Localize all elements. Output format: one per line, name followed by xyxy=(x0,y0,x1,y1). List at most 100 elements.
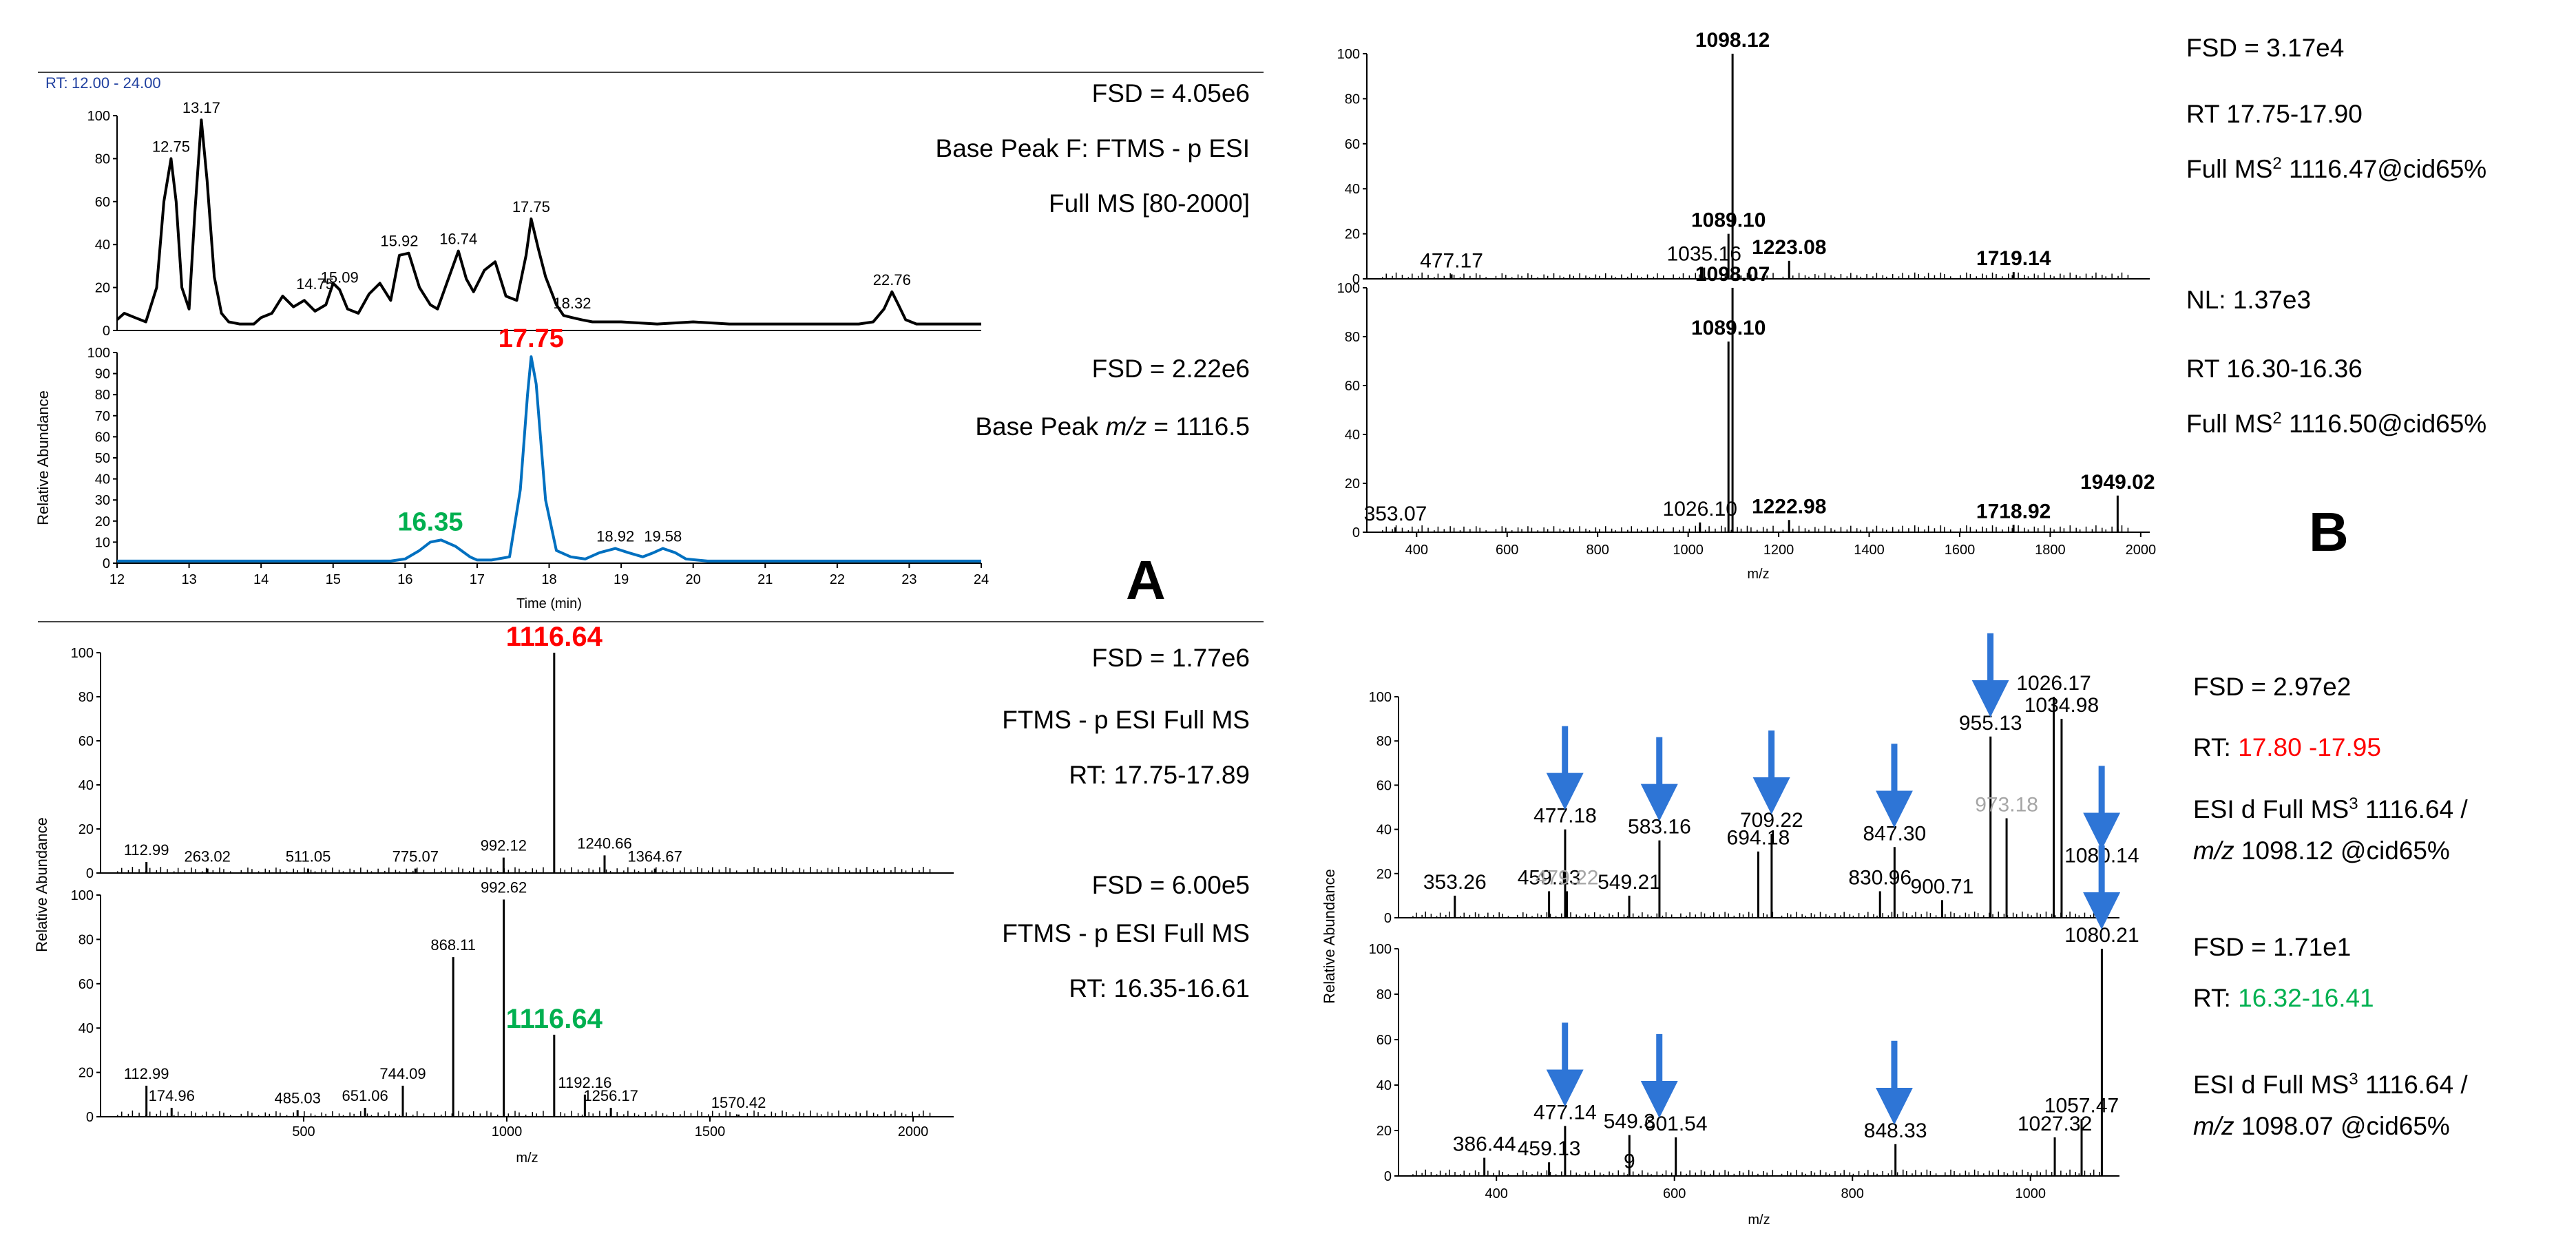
peak-label: 353.26 xyxy=(1423,871,1487,894)
peak-label: 15.92 xyxy=(380,233,418,250)
peak-label: 744.09 xyxy=(379,1065,426,1082)
x-tick-label: 21 xyxy=(757,572,773,587)
y-tick-label: 50 xyxy=(95,451,110,466)
info-text-part: m/z xyxy=(2193,837,2234,865)
y-tick-label: 20 xyxy=(78,1066,94,1081)
info-text-part: 1098.07 @cid65% xyxy=(2234,1112,2450,1140)
info-text: FSD = 3.17e4 xyxy=(2186,34,2344,62)
y-tick-label: 0 xyxy=(103,324,110,339)
peak-label: 1027.32 xyxy=(2018,1113,2092,1135)
y-tick-label: 20 xyxy=(1345,476,1360,492)
y-tick-label: 40 xyxy=(95,472,110,487)
peak-label: 1089.10 xyxy=(1691,209,1766,232)
y-tick-label: 80 xyxy=(95,151,110,167)
x-tick-label: 800 xyxy=(1586,543,1609,558)
peak-label: 694.18 xyxy=(1727,827,1790,850)
x-tick-label: 800 xyxy=(1841,1186,1864,1201)
peak-label: 1080.21 xyxy=(2064,924,2139,947)
info-text: Base Peak F: FTMS - p ESI xyxy=(936,134,1250,162)
info-text: FSD = 2.22e6 xyxy=(1092,355,1250,383)
y-tick-label: 0 xyxy=(1352,272,1360,287)
y-tick-label: 100 xyxy=(71,888,94,903)
peak-label: 511.05 xyxy=(286,848,331,865)
peak-label: 19.58 xyxy=(644,528,682,545)
rt-header-label: RT: xyxy=(45,74,68,92)
x-tick-label: 500 xyxy=(292,1124,315,1139)
peak-label: 15.09 xyxy=(321,269,359,286)
y-tick-label: 0 xyxy=(103,556,110,571)
x-tick-label: 23 xyxy=(901,572,917,587)
peak-label: 386.44 xyxy=(1453,1133,1516,1156)
peak-label: 112.99 xyxy=(124,1065,169,1082)
y-tick-label: 40 xyxy=(1345,182,1360,197)
y-tick-label: 80 xyxy=(1376,734,1392,749)
x-tick-label: 400 xyxy=(1405,543,1428,558)
y-tick-label: 80 xyxy=(78,690,94,705)
peak-label: 1035.16 xyxy=(1667,243,1741,266)
info-text-part: m/z xyxy=(2193,1112,2234,1140)
x-tick-label: 13 xyxy=(181,572,196,587)
info-text: FSD = 2.97e2 xyxy=(2193,673,2351,701)
chart-a4: 0 20 40 60 80 100 500 1000 1500 2000 m/z Relative A… xyxy=(33,817,1250,1166)
x-tick-label: 1000 xyxy=(492,1124,523,1139)
rt-header-value: 12.00 - 24.00 xyxy=(72,74,161,92)
peak-label: 263.02 xyxy=(185,848,231,865)
x-tick-label: 1800 xyxy=(2035,543,2066,558)
peak-label: 459.13 xyxy=(1518,866,1581,889)
x-tick-label: 2000 xyxy=(898,1124,929,1139)
x-tick-label: 600 xyxy=(1663,1186,1686,1201)
info-text-part: RT: xyxy=(2193,984,2238,1012)
x-axis-label: Time (min) xyxy=(516,596,582,611)
y-tick-label: 20 xyxy=(1345,227,1360,242)
x-axis-label: m/z xyxy=(1747,567,1769,582)
peak-label: 583.16 xyxy=(1628,816,1691,839)
info-text: RT 17.75-17.90 xyxy=(2186,100,2363,128)
peak-label: 1570.42 xyxy=(711,1094,766,1111)
info-text-part: = 1116.5 xyxy=(1146,412,1250,441)
peak-label: 22.76 xyxy=(873,271,911,288)
info-text: m/z 1098.12 @cid65% xyxy=(2193,837,2450,865)
info-text: m/z 1098.07 @cid65% xyxy=(2193,1112,2450,1140)
info-text: ESI d Full MS3 1116.64 / xyxy=(2193,1070,2468,1100)
x-axis-label: m/z xyxy=(516,1150,538,1166)
y-tick-label: 100 xyxy=(71,646,94,661)
peak-label: 973.18 xyxy=(1975,794,2038,817)
peak-label: 1222.98 xyxy=(1752,495,1826,518)
info-text-part: 1098.12 @cid65% xyxy=(2234,837,2450,865)
info-text-part: Full MS xyxy=(2186,410,2272,438)
peak-label: 1364.67 xyxy=(627,848,682,865)
info-text-part: 2 xyxy=(2272,409,2281,428)
y-tick-label: 60 xyxy=(1345,137,1360,152)
peak-label: 848.33 xyxy=(1864,1119,1927,1142)
y-tick-label: 100 xyxy=(87,109,110,124)
y-tick-label: 40 xyxy=(78,1021,94,1036)
info-text-part: 2 xyxy=(2272,154,2281,173)
peak-label: 14.75 xyxy=(296,275,334,293)
info-text-part: Full MS xyxy=(2186,155,2272,183)
y-axis-label: Relative Abundance xyxy=(1321,869,1338,1004)
peak-label: 18.92 xyxy=(596,528,634,545)
x-tick-label: 2000 xyxy=(2126,543,2157,558)
peak-label: 1718.92 xyxy=(1976,500,2051,523)
chart-a2: 0 10 20 30 40 50 60 70 80 90 100 12 13 14 15 16 17 18 19 20… xyxy=(34,324,1250,611)
peak-label: 830.96 xyxy=(1848,866,1912,889)
info-text: FTMS - p ESI Full MS xyxy=(1002,919,1250,947)
y-tick-label: 20 xyxy=(1376,1124,1392,1139)
x-tick-label: 15 xyxy=(326,572,341,587)
y-tick-label: 30 xyxy=(95,493,110,508)
y-tick-label: 40 xyxy=(1376,1078,1392,1093)
y-tick-label: 80 xyxy=(1376,987,1392,1002)
info-text: FSD = 4.05e6 xyxy=(1092,79,1250,107)
peak-label: 1949.02 xyxy=(2080,471,2155,494)
peak-label: 992.12 xyxy=(481,837,527,854)
info-text-part: 16.32-16.41 xyxy=(2238,984,2374,1012)
y-tick-label: 90 xyxy=(95,367,110,382)
y-tick-label: 60 xyxy=(78,977,94,992)
y-tick-label: 0 xyxy=(86,1110,94,1125)
peak-label: 601.54 xyxy=(1644,1113,1708,1135)
info-text: NL: 1.37e3 xyxy=(2186,286,2311,314)
peak-label: 1057.47 xyxy=(2044,1095,2119,1117)
info-text-part: 1116.47@cid65% xyxy=(2282,155,2486,183)
peak-label: 1116.64 xyxy=(506,1004,603,1034)
y-tick-label: 20 xyxy=(95,514,110,529)
